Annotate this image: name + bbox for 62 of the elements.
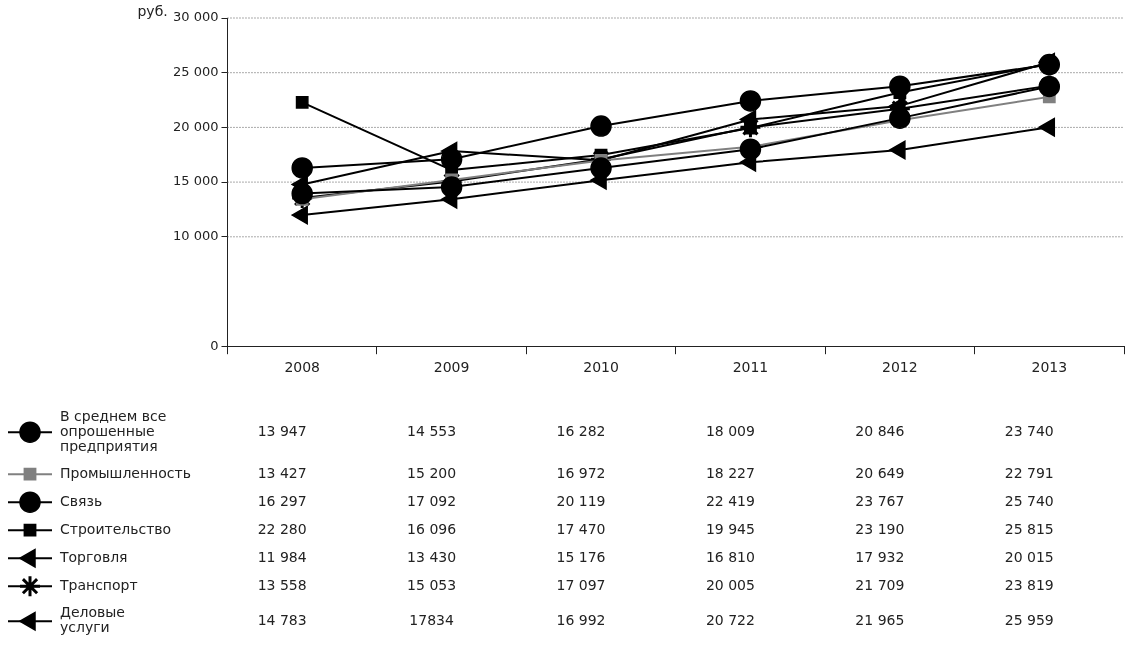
data-label: 20 005	[705, 576, 755, 593]
data-label: 17 092	[407, 492, 457, 509]
data-label: 15 176	[556, 548, 606, 565]
data-label: 17834	[409, 611, 454, 628]
data-label: 13 558	[257, 576, 307, 593]
legend-label: Связь	[60, 492, 103, 509]
x-tick-label: 2012	[882, 359, 918, 376]
y-tick-label: 10 000	[172, 228, 219, 244]
data-label: 16 992	[556, 611, 606, 628]
data-label: 14 553	[407, 422, 457, 439]
data-label: 17 932	[855, 548, 905, 565]
data-label: 18 009	[705, 422, 755, 439]
x-tick-label: 2009	[433, 359, 470, 376]
data-label: 20 846	[855, 422, 905, 439]
data-label: 11 984	[257, 548, 307, 565]
data-label: 16 810	[705, 548, 755, 565]
legend-label: Промышленность	[60, 464, 191, 481]
data-label: 22 791	[1004, 464, 1054, 481]
y-tick-label: 25 000	[172, 64, 219, 80]
y-tick-label: 30 000	[172, 9, 219, 25]
data-label: 13 947	[257, 422, 307, 439]
data-label: 21 709	[855, 576, 905, 593]
legend-label: Строительство	[60, 520, 172, 537]
y-tick-label: 0	[210, 337, 219, 353]
legend-label: В среднем все опрошенные предприятия	[60, 407, 167, 454]
data-label: 16 282	[556, 422, 606, 439]
data-label: 23 190	[855, 520, 905, 537]
data-label: 20 649	[855, 464, 905, 481]
legend-label: Транспорт	[59, 576, 138, 593]
x-tick-label: 2013	[1031, 359, 1068, 376]
data-label: 16 096	[407, 520, 457, 537]
data-label: 13 430	[407, 548, 457, 565]
x-tick-label: 2011	[732, 359, 769, 376]
x-tick-label: 2010	[583, 359, 619, 376]
data-label: 23 767	[855, 492, 905, 509]
data-label: 20 119	[556, 492, 606, 509]
y-axis-title: руб.	[137, 2, 168, 19]
data-label: 18 227	[705, 464, 755, 481]
data-label: 14 783	[257, 611, 307, 628]
data-label: 16 297	[257, 492, 307, 509]
data-label: 17 470	[556, 520, 606, 537]
data-label: 25 815	[1004, 520, 1054, 537]
data-label: 19 945	[705, 520, 755, 537]
data-label: 20 722	[705, 611, 755, 628]
y-tick-label: 20 000	[172, 118, 219, 134]
legend-label: Торговля	[59, 548, 128, 565]
legend-label: Деловые услуги	[60, 604, 125, 636]
data-label: 23 740	[1004, 422, 1054, 439]
data-label: 15 053	[407, 576, 457, 593]
data-label: 17 097	[556, 576, 606, 593]
data-label: 23 819	[1004, 576, 1054, 593]
data-label: 21 965	[855, 611, 905, 628]
data-label: 15 200	[407, 464, 457, 481]
data-label: 22 280	[257, 520, 307, 537]
data-label: 25 740	[1004, 492, 1054, 509]
data-label: 16 972	[556, 464, 606, 481]
data-label: 20 015	[1004, 548, 1054, 565]
data-label: 22 419	[705, 492, 755, 509]
data-label: 13 427	[257, 464, 307, 481]
x-tick-label: 2008	[284, 359, 321, 376]
data-label: 25 959	[1004, 611, 1054, 628]
y-tick-label: 15 000	[172, 173, 219, 189]
